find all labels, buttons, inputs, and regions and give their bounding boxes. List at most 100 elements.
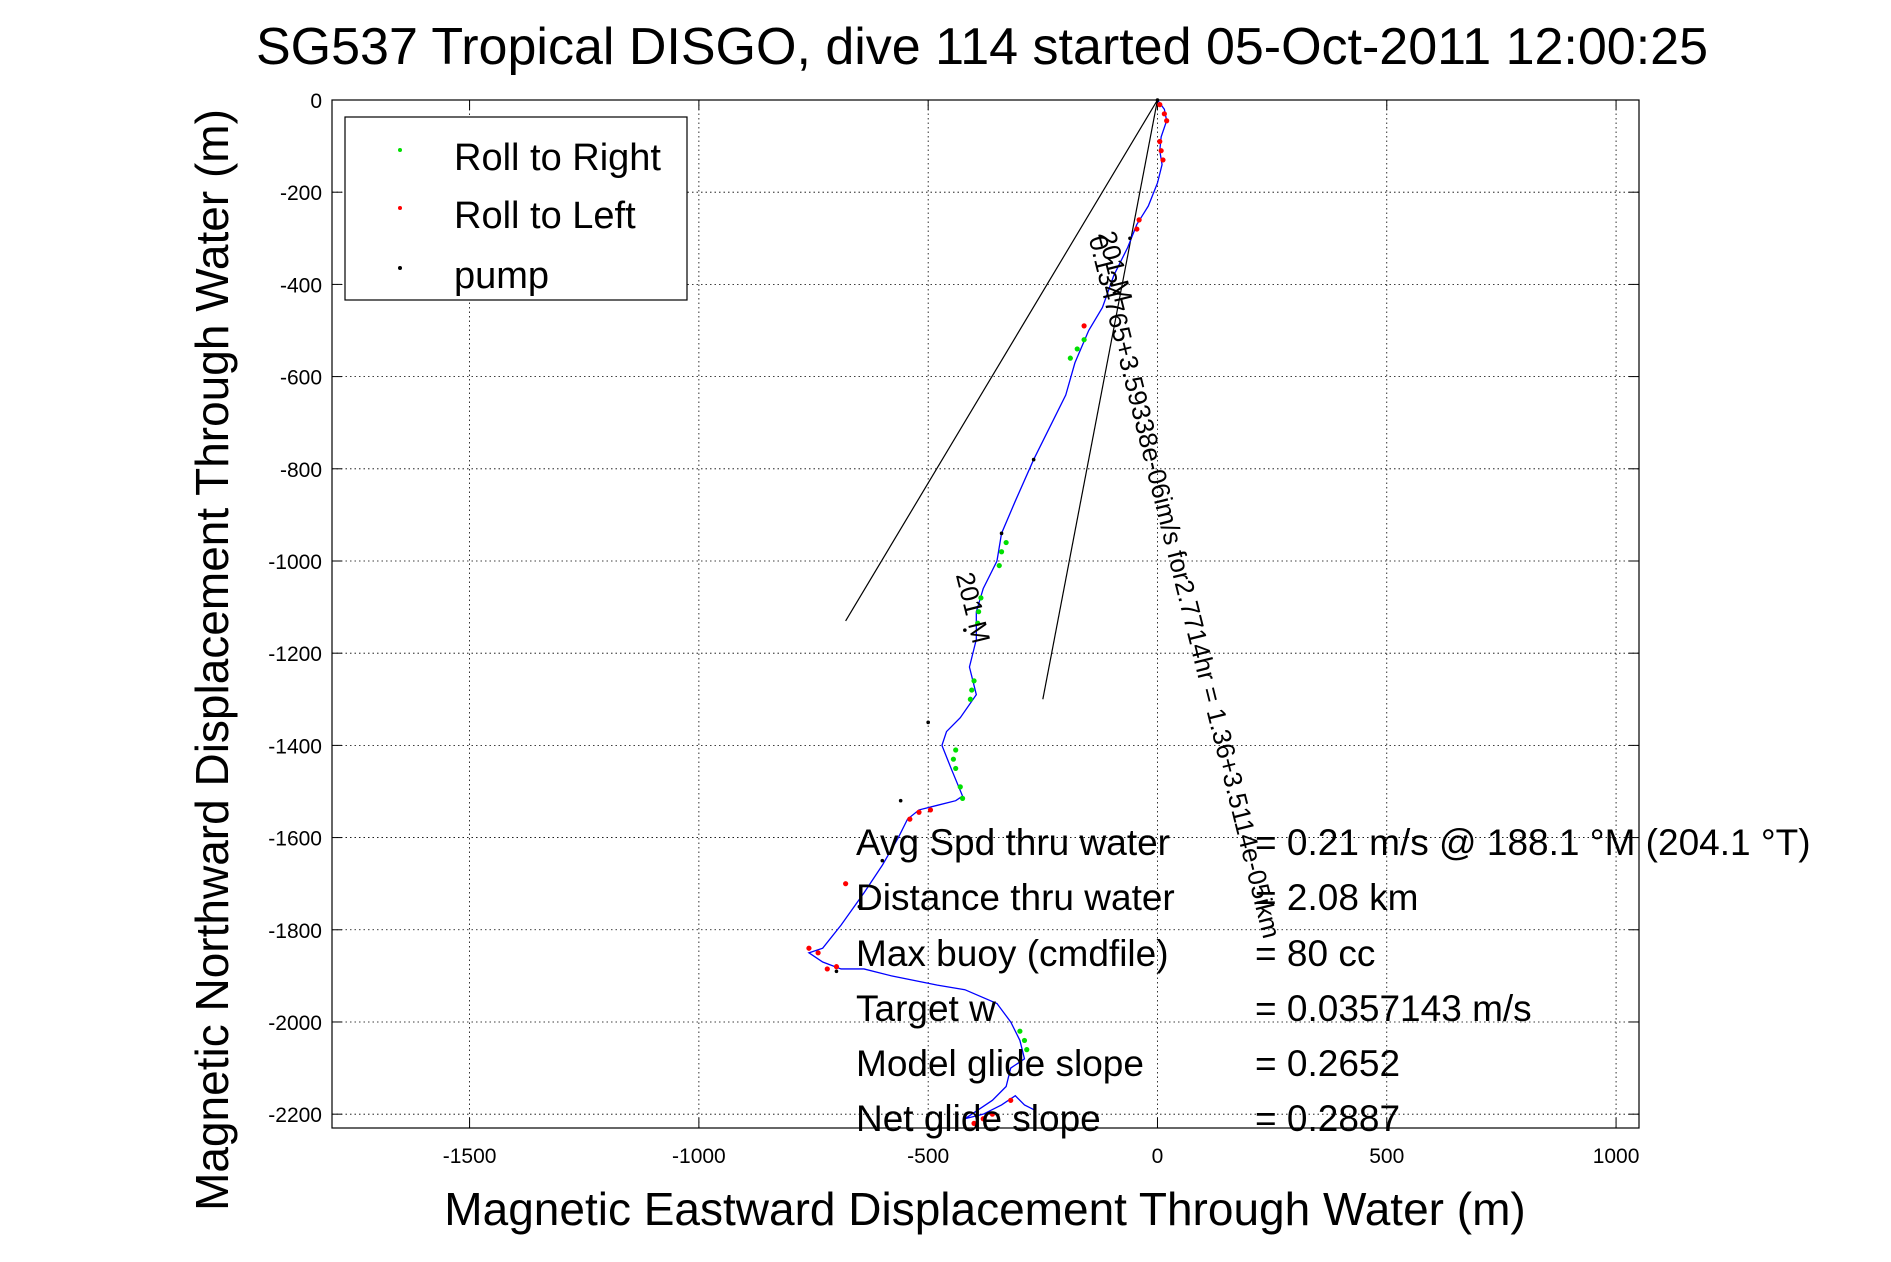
y-tick-label: 0 — [310, 90, 322, 113]
roll-to-left-point — [833, 964, 840, 970]
y-tick-label: -600 — [280, 367, 322, 390]
roll-to-left-point — [1134, 226, 1140, 232]
x-tick-label: 500 — [1369, 1145, 1404, 1168]
y-tick-label: -1200 — [268, 643, 322, 666]
x-tick-label: 0 — [1152, 1145, 1164, 1168]
y-tick-label: -800 — [280, 459, 322, 482]
x-tick-label: -500 — [907, 1145, 949, 1168]
legend-marker-roll-left — [398, 206, 402, 210]
roll-to-right-point — [978, 595, 984, 601]
roll-to-left-point — [1158, 148, 1164, 154]
roll-to-right-point — [998, 549, 1005, 555]
stat-label-avg-speed: Avg Spd thru water — [856, 822, 1170, 863]
legend-box — [344, 116, 688, 301]
roll-to-right-point — [1074, 346, 1080, 352]
ticks: -1500 -1000 -500 0 500 1000 0 -200 -400 -600 -800 -… — [268, 90, 1639, 1168]
stat-label-target-w: Target w — [856, 988, 996, 1029]
y-tick-label: -2000 — [268, 1012, 322, 1035]
y-tick-label: -1400 — [268, 735, 322, 758]
pump-point — [880, 858, 885, 863]
legend-marker-roll-right — [398, 148, 402, 152]
roll-to-right-point — [971, 678, 977, 684]
roll-to-right-point — [957, 784, 963, 790]
roll-to-right-point — [996, 562, 1002, 569]
stat-value-net-glide: = 0.2887 — [1255, 1098, 1400, 1139]
roll-to-left-point — [916, 809, 922, 815]
roll-to-left-point — [980, 1116, 986, 1122]
roll-to-left-point — [907, 816, 913, 822]
roll-to-left-point — [824, 966, 830, 972]
roll-pump-points — [806, 98, 1170, 1126]
y-tick-label: -1800 — [268, 920, 322, 943]
roll-to-right-point — [1003, 539, 1009, 546]
roll-to-right-point — [953, 765, 959, 772]
y-axis-label: Magnetic Northward Displacement Through … — [186, 109, 238, 1211]
roll-to-right-point — [976, 609, 982, 615]
legend-label-pump: pump — [454, 255, 549, 297]
stat-value-model-glide: = 0.2652 — [1255, 1043, 1400, 1084]
roll-to-left-point — [815, 950, 821, 956]
legend-label-roll-right: Roll to Right — [454, 137, 661, 179]
roll-to-left-point — [1160, 157, 1166, 163]
roll-to-left-point — [1008, 1097, 1014, 1103]
pump-point — [999, 531, 1004, 536]
roll-to-left-point — [1161, 111, 1167, 117]
pump-point — [1109, 282, 1114, 287]
guide-line — [1042, 99, 1159, 700]
pump-point — [857, 904, 862, 909]
guide-lines — [845, 99, 1159, 700]
y-tick-label: -2200 — [268, 1104, 322, 1127]
roll-to-right-point — [969, 687, 975, 693]
roll-to-right-point — [975, 620, 981, 626]
stats-annotation: Avg Spd thru water = 0.21 m/s @ 188.1 °M… — [856, 822, 1811, 1139]
chart-title: SG537 Tropical DISGO, dive 114 started 0… — [256, 18, 1708, 76]
y-tick-label: -200 — [280, 182, 322, 205]
stat-label-model-glide: Model glide slope — [856, 1043, 1144, 1084]
roll-to-right-point — [967, 696, 973, 702]
track-series — [807, 99, 1168, 1120]
stat-label-net-glide: Net glide slope — [856, 1098, 1101, 1139]
roll-to-left-point — [1164, 118, 1170, 124]
y-tick-label: -1600 — [268, 828, 322, 851]
legend-label-roll-left: Roll to Left — [454, 195, 636, 237]
legend-marker-pump — [398, 266, 402, 270]
pump-point — [1031, 457, 1036, 462]
roll-to-left-point — [843, 881, 849, 887]
roll-to-left-point — [989, 1111, 995, 1117]
stat-label-max-buoy: Max buoy (cmdfile) — [856, 933, 1169, 974]
legend: Roll to Right Roll to Left pump — [344, 116, 688, 301]
roll-to-left-point — [971, 1120, 977, 1126]
roll-to-right-point — [1081, 337, 1087, 343]
roll-to-right-point — [1017, 1028, 1023, 1034]
stat-value-distance: = 2.08 km — [1255, 877, 1419, 918]
pump-point — [898, 798, 903, 803]
x-tick-label: -1000 — [672, 1145, 726, 1168]
pump-point — [963, 628, 967, 632]
y-tick-label: -400 — [280, 274, 322, 297]
roll-to-left-point — [1157, 138, 1163, 145]
pump-point — [926, 720, 930, 725]
stat-value-avg-speed: = 0.21 m/s @ 188.1 °M (204.1 °T) — [1255, 822, 1811, 863]
roll-to-left-point — [806, 945, 812, 951]
x-axis-label: Magnetic Eastward Displacement Through W… — [444, 1183, 1525, 1235]
roll-to-left-point — [1136, 217, 1142, 223]
roll-to-left-point — [1157, 102, 1163, 108]
roll-to-right-point — [1024, 1047, 1030, 1053]
roll-to-right-point — [959, 795, 966, 801]
stat-value-target-w: = 0.0357143 m/s — [1255, 988, 1532, 1029]
roll-to-right-point — [1021, 1037, 1028, 1044]
x-tick-label: -1500 — [443, 1145, 497, 1168]
roll-to-left-point — [1081, 323, 1087, 329]
x-tick-label: 1000 — [1593, 1145, 1640, 1168]
roll-to-right-point — [950, 756, 956, 762]
y-tick-label: -1000 — [268, 551, 322, 574]
stat-label-distance: Distance thru water — [856, 877, 1175, 918]
guide-line — [845, 99, 1158, 622]
plot-frame — [331, 99, 1640, 1129]
roll-to-right-point — [1067, 355, 1073, 361]
pump-point — [1128, 236, 1132, 241]
pump-point — [834, 969, 839, 974]
track-line — [807, 99, 1168, 1120]
stat-value-max-buoy: = 80 cc — [1255, 933, 1375, 974]
